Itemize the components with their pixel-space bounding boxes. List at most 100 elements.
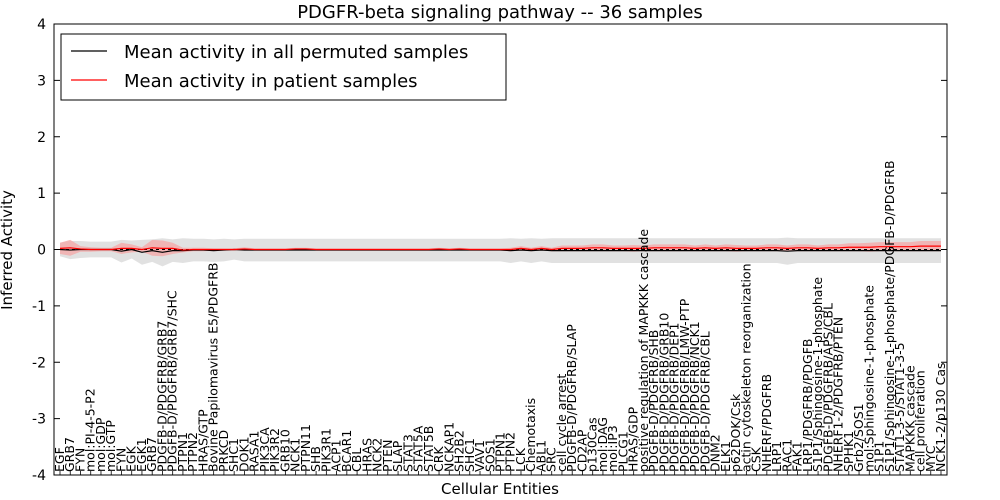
y-ticks: -4 -3 -2 -1 0 1 2 3 4 [32,17,947,484]
category-label: EGK1 [134,438,149,472]
category-label: PTPN2 [185,432,200,472]
y-tick-label: 3 [37,73,46,89]
category-label: PDGFB-D/PDGFRB/SHB [646,330,661,472]
category-label: MYC [923,445,938,472]
category-label: RAC1 [779,439,794,472]
category-label: PTPN1 [175,432,190,472]
plot-frame [53,23,948,476]
category-label: CBL [349,448,364,472]
legend-label-patient: Mean activity in patient samples [124,71,418,92]
category-label: SHC1 [462,438,477,472]
category-label: mol:DAG [595,417,610,472]
category-label: LRP1/PDGFRB/PDGFB [800,339,815,472]
category-label: PDGFB-D/PDGFRB/GRB10 [656,313,671,472]
category-label: RASA1 [247,431,262,472]
band-permuted [60,237,941,267]
category-label: Chemotaxis [523,398,538,472]
category-label: PDGFB-D/PDGFRB/DEP1 [667,323,682,473]
category-label: FYN [72,448,87,472]
y-tick-label: -4 [32,468,46,484]
category-label: actin cytoskeleton reorganization [738,263,753,472]
chart-title: PDGFR-beta signaling pathway -- 36 sampl… [297,2,703,23]
category-label: HRAS/GDP [626,406,641,472]
category-label: CSK [749,446,764,472]
category-label: mol:GDP [93,417,108,472]
category-label: EGF [52,447,67,472]
category-label: cell proliferation [913,370,928,472]
category-label: PIK3R2 [267,428,282,472]
category-label: FYN [113,448,128,472]
category-label: PLCG1 [615,431,630,472]
category-label: SHC1 [226,438,241,472]
category-label: MAPKKK cascade [902,365,917,472]
category-label: PTPN1 [493,432,508,472]
category-label: BCAR1 [339,430,354,472]
y-tick-label: -3 [32,412,46,428]
y-axis-label: Inferred Activity [0,190,16,310]
category-label: SOS1 [482,438,497,472]
category-label: SRC [544,447,559,472]
category-label: SPHK1 [841,431,856,472]
category-labels: EGFGRB7FYNmol:PI-4-5-P2mol:GDPmol:GTPFYN… [52,160,948,475]
category-label: GRB10 [277,429,292,472]
category-label: DOK1 [236,436,251,472]
category-label: p130Cas [585,417,600,472]
category-label: cell cycle arrest [554,374,569,472]
category-label: PRKCD [216,430,231,472]
category-label: NCK2 [370,438,385,472]
category-label: SLAP [390,440,405,472]
category-label: ABL1 [533,440,548,472]
category-label: STAT5A [411,425,426,472]
category-label: mol:IP3 [605,425,620,472]
y-tick-label: -2 [32,355,46,371]
category-label: PTPN11 [298,424,313,472]
category-label: PDGFB-D/PDGFRB/APS/CBL [820,303,835,472]
category-label: PTPN2 [503,432,518,472]
category-label: NCKAP1 [441,422,456,472]
category-label: NCK1-2/p130 Cas [933,362,948,472]
category-label: NHERF1-2/PDGFRB/PTEN [831,317,846,472]
category-label: STAT1-3-5/STAT1-3-5 [892,342,907,472]
y-tick-label: 1 [37,186,46,202]
category-label: NCK1 [288,438,303,472]
category-label: HRAS/GTP [195,409,210,472]
category-label: CD2AP [574,429,589,472]
category-label: p62DOK/Csk [728,393,743,472]
category-label: SH2B2 [452,430,467,472]
x-axis-label: Cellular Entities [441,480,559,498]
legend-label-permuted: Mean activity in all permuted samples [124,42,468,63]
category-label: FAK1 [790,441,805,472]
category-label: HRAS [359,438,374,472]
category-label: positive regulation of MAPKKK cascade [636,229,651,472]
series-line-patient [59,245,941,251]
y-tick-label: 0 [37,243,46,259]
category-label: NHERF/PDGFRB [759,374,774,472]
category-label: EGK [124,445,139,472]
category-label: PIK3R1 [318,428,333,472]
category-label: LCK [513,447,528,472]
category-label: PDGFB-D/PDGFRB/SLAP [564,324,579,472]
category-label: S1P1 [872,441,887,472]
category-label: PDGFB-D/PDGFRB/GRB7 [154,321,169,472]
category-label: STAT5B [421,426,436,472]
category-label: DNM2 [708,434,723,472]
category-label: VAV1 [472,440,487,472]
y-tick-label: -1 [32,299,46,315]
legend: Mean activity in all permuted samples Me… [60,33,507,101]
category-label: S1P1/Sphingosine-1-phosphate/PDGFB-D/PDG… [882,160,897,472]
category-label: STAT3 [400,434,415,472]
category-label: PDGFB-D/PDGFRB/GRB7/SHC [165,290,180,472]
legend-box [60,33,507,101]
category-label: GRB7 [62,437,77,472]
plot-area [54,237,947,267]
category-label: mol:Sphingosine-1-phosphate [861,285,876,472]
category-label: PDGFB-D/PDGFRB/LMW-PTP [677,298,692,472]
category-label: mol:GTP [103,420,118,472]
category-label: LRP1 [769,441,784,472]
category-label: GRB7 [144,437,159,472]
category-label: PDGFB-D/PDGFRB/CBL [697,331,712,472]
category-label: ELK1 [718,441,733,472]
category-label: SHB [308,446,323,472]
category-label: S1P1/Sphingosine-1-phosphate [810,277,825,472]
